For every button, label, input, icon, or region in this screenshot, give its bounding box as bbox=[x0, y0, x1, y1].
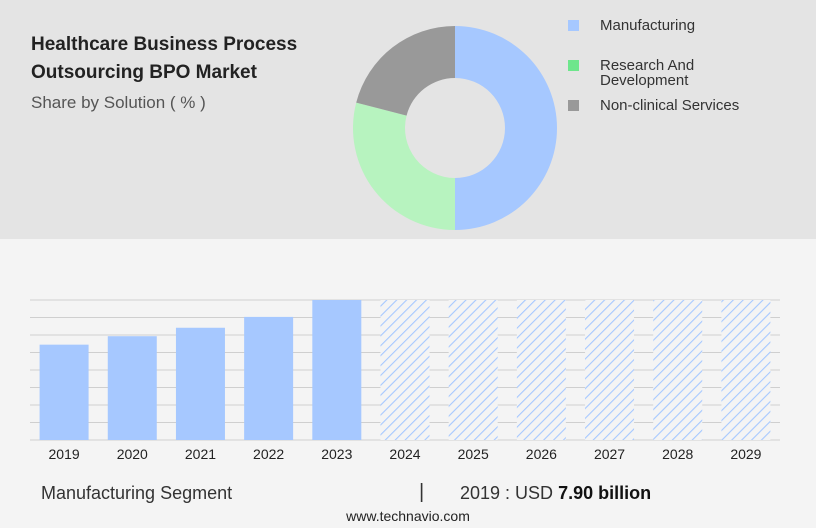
x-tick-label-2024: 2024 bbox=[389, 446, 420, 462]
legend-label-research-and-development: Research And Development bbox=[600, 56, 790, 88]
x-tick-label-2022: 2022 bbox=[253, 446, 284, 462]
legend-swatch-research-and-development bbox=[568, 60, 579, 71]
donut-slice-manufacturing bbox=[455, 26, 557, 230]
bars-group bbox=[39, 300, 771, 440]
donut-slice-research-and-development bbox=[353, 102, 455, 230]
x-tick-label-2019: 2019 bbox=[49, 446, 80, 462]
footer-value-block: 2019 : USD 7.90 billion bbox=[460, 483, 651, 504]
chart-subtitle: Share by Solution ( % ) bbox=[31, 93, 206, 112]
forecast-bar-2026 bbox=[516, 300, 566, 440]
chart-title: Healthcare Business Process Outsourcing … bbox=[31, 31, 331, 87]
legend-label-non-clinical-services: Non-clinical Services bbox=[600, 96, 790, 113]
x-tick-label-2026: 2026 bbox=[526, 446, 557, 462]
bar-2021 bbox=[175, 327, 225, 440]
x-tick-label-2028: 2028 bbox=[662, 446, 693, 462]
legend-label-non-clinical-line1: Non-clinical Services bbox=[600, 97, 740, 114]
forecast-bar-2029 bbox=[721, 300, 771, 440]
x-tick-label-2023: 2023 bbox=[321, 446, 352, 462]
footer-value: 7.90 billion bbox=[558, 483, 652, 503]
legend-label-manufacturing: Manufacturing bbox=[600, 16, 790, 33]
x-axis-labels: 2019 2020 2021 2022 2023 2024 2025 2026 2027 2028… bbox=[49, 446, 762, 462]
bar-2023 bbox=[312, 300, 362, 440]
website-link[interactable]: www.technavio.com bbox=[346, 508, 470, 524]
chart-title-line2: Outsourcing BPO Market bbox=[31, 62, 257, 83]
legend-item-research-and-development: Research And Development bbox=[568, 56, 790, 88]
x-tick-label-2027: 2027 bbox=[594, 446, 625, 462]
x-tick-label-2020: 2020 bbox=[117, 446, 148, 462]
forecast-bar-2025 bbox=[448, 300, 498, 440]
forecast-bar-2027 bbox=[585, 300, 635, 440]
bar-2022 bbox=[244, 316, 294, 440]
bar-2019 bbox=[39, 344, 89, 440]
legend-label-manufacturing-line1: Manufacturing bbox=[600, 17, 696, 34]
legend-swatch-manufacturing bbox=[568, 20, 579, 31]
footer-separator: | bbox=[419, 481, 425, 503]
bar-2020 bbox=[107, 336, 157, 440]
legend-item-non-clinical-services: Non-clinical Services bbox=[568, 96, 790, 113]
x-tick-label-2025: 2025 bbox=[458, 446, 489, 462]
legend-label-research-line2: Development bbox=[600, 72, 689, 89]
footer-segment: Manufacturing Segment bbox=[41, 483, 233, 503]
donut-slice-non-clinical-services bbox=[356, 26, 455, 116]
forecast-bar-2028 bbox=[653, 300, 703, 440]
donut-chart bbox=[353, 26, 557, 230]
forecast-bar-2024 bbox=[380, 300, 430, 440]
x-tick-label-2021: 2021 bbox=[185, 446, 216, 462]
chart-title-line1: Healthcare Business Process bbox=[31, 34, 298, 55]
footer-year-label: 2019 : USD bbox=[460, 483, 554, 503]
bar-chart: 2019 2020 2021 2022 2023 2024 2025 2026 2027 2028… bbox=[30, 299, 780, 462]
x-tick-label-2029: 2029 bbox=[730, 446, 761, 462]
legend-label-research-line1: Research And bbox=[600, 57, 695, 74]
legend-item-manufacturing: Manufacturing bbox=[568, 16, 790, 33]
legend-swatch-non-clinical-services bbox=[568, 100, 579, 111]
